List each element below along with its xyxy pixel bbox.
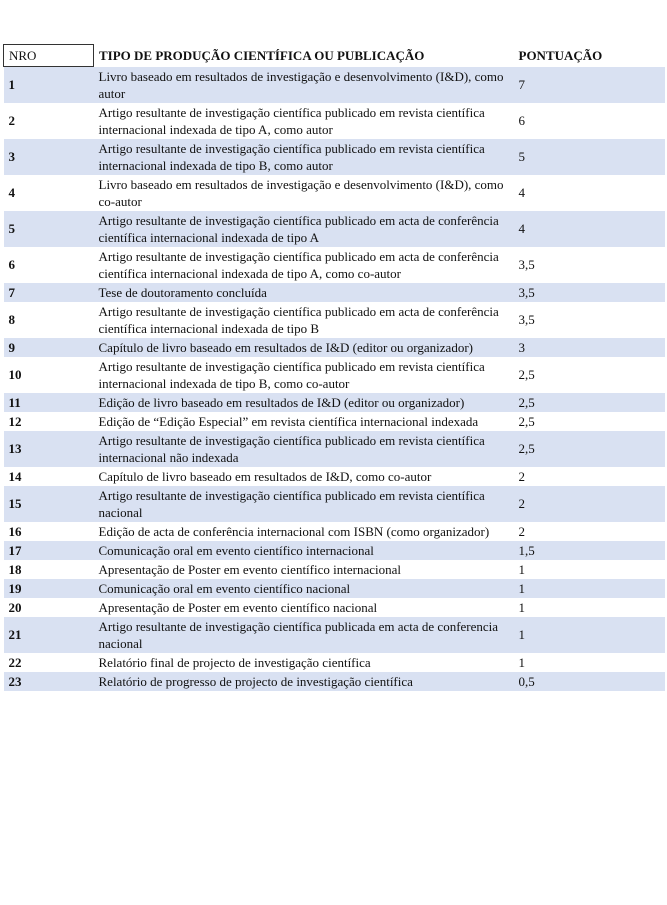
row-number: 2: [8, 113, 16, 128]
production-type: Comunicação oral em evento científico in…: [93, 540, 514, 560]
table-row: 18 Apresentação de Poster em evento cient…: [4, 560, 665, 579]
production-type: Apresentação de Poster em evento científ…: [98, 599, 378, 615]
table-row: 6 Artigo resultante de investigação cient…: [4, 247, 665, 283]
table-row: 9 Capítulo de livro baseado em resultados…: [3, 337, 665, 357]
score: 5: [513, 138, 665, 175]
score: 0,5: [513, 671, 665, 691]
score: 4: [518, 185, 526, 200]
production-type: Artigo resultante de investigação cientí…: [93, 210, 514, 247]
score: 1: [518, 561, 526, 577]
row-number: 18: [8, 561, 22, 577]
score: 2,5: [518, 413, 535, 429]
table-row: 10 Artigo resultante de investigação cien…: [4, 357, 665, 393]
score: 2,5: [513, 392, 665, 412]
production-type: Artigo resultante de investigação cientí…: [93, 138, 514, 175]
score: 2: [518, 468, 526, 484]
header-cell: PONTUAÇÃO: [518, 48, 603, 63]
header-cell: TIPO DE PRODUÇÃO CIENTÍFICA OU PUBLICAÇÃ…: [99, 48, 425, 63]
row-number: 23: [3, 671, 94, 691]
score: 6: [518, 113, 526, 128]
score: 1: [513, 578, 665, 598]
row-number: 9: [3, 337, 94, 357]
row-number: 16: [8, 523, 22, 539]
table-row: 13 Artigo resultante de investigação cien…: [3, 430, 665, 467]
score: 1: [513, 616, 665, 653]
score: 3,5: [513, 282, 665, 302]
table-row: 8 Artigo resultante de investigação cient…: [4, 302, 665, 338]
row-number: 5: [3, 210, 94, 247]
row-number: 22: [8, 654, 22, 670]
table-row: 7 Tese de doutoramento concluída 3,5: [3, 282, 665, 302]
row-number: 3: [3, 138, 94, 175]
production-type: Tese de doutoramento concluída: [93, 282, 514, 302]
production-type: Artigo resultante de investigação cientí…: [93, 430, 514, 467]
production-type: Edição de livro baseado em resultados de…: [93, 392, 514, 412]
score-table: NRO TIPO DE PRODUÇÃO CIENTÍFICA OU PUBLI…: [3, 44, 665, 691]
score: 2: [518, 523, 526, 539]
row-number: 1: [3, 66, 94, 103]
header-cell: NRO: [3, 44, 94, 67]
production-type: Capítulo de livro baseado em resultados …: [98, 468, 432, 484]
table-row: 11 Edição de livro baseado em resultados …: [3, 392, 665, 412]
table-row: 14 Capítulo de livro baseado em resultado…: [4, 467, 665, 486]
row-number: 14: [8, 468, 22, 484]
production-type: Edição de acta de conferência internacio…: [98, 523, 490, 539]
table-row: 12 Edição de “Edição Especial” em revista…: [4, 412, 665, 431]
table-row: 20 Apresentação de Poster em evento cient…: [4, 598, 665, 617]
production-type: Apresentação de Poster em evento científ…: [98, 561, 402, 577]
table-row: 23 Relatório de progresso de projecto de …: [3, 671, 665, 691]
score: 2,5: [513, 430, 665, 467]
row-number: 7: [3, 282, 94, 302]
production-type: Artigo resultante de investigação cientí…: [98, 358, 485, 391]
score: 7: [513, 66, 665, 103]
row-number: 19: [3, 578, 94, 598]
score: 1,5: [513, 540, 665, 560]
table-body: 1 Livro baseado em resultados de investig…: [3, 66, 665, 691]
production-type: Relatório final de projecto de investiga…: [98, 654, 371, 670]
row-number: 10: [8, 367, 22, 382]
production-type: Comunicação oral em evento científico na…: [93, 578, 514, 598]
production-type: Edição de “Edição Especial” em revista c…: [98, 413, 479, 429]
production-type: Artigo resultante de investigação cientí…: [98, 104, 485, 137]
row-number: 13: [3, 430, 94, 467]
score: 2: [513, 485, 665, 522]
table-row: 21 Artigo resultante de investigação cien…: [3, 616, 665, 653]
row-number: 11: [3, 392, 94, 412]
table-row: 22 Relatório final de projecto de investi…: [4, 653, 665, 672]
row-number: 17: [3, 540, 94, 560]
row-number: 6: [8, 257, 16, 272]
table-row: 19 Comunicação oral em evento científico …: [3, 578, 665, 598]
production-type: Livro baseado em resultados de investiga…: [93, 66, 514, 103]
production-type: Artigo resultante de investigação cientí…: [98, 248, 499, 281]
production-type: Artigo resultante de investigação cientí…: [93, 616, 514, 653]
table-row: 15 Artigo resultante de investigação cien…: [3, 485, 665, 522]
row-number: 15: [3, 485, 94, 522]
score: 2,5: [518, 367, 535, 382]
production-type: Livro baseado em resultados de investiga…: [98, 176, 504, 209]
row-number: 21: [3, 616, 94, 653]
production-type: Artigo resultante de investigação cientí…: [93, 485, 514, 522]
row-number: 4: [8, 185, 16, 200]
table-row: 16 Edição de acta de conferência internac…: [4, 522, 665, 541]
header-row: NRO TIPO DE PRODUÇÃO CIENTÍFICA OU PUBLI…: [3, 44, 665, 67]
table-row: 3 Artigo resultante de investigação cient…: [3, 138, 665, 175]
production-type: Capítulo de livro baseado em resultados …: [93, 337, 514, 357]
score: 1: [518, 599, 526, 615]
table-row: 1 Livro baseado em resultados de investig…: [3, 66, 665, 103]
row-number: 20: [8, 599, 22, 615]
row-number: 12: [8, 413, 22, 429]
table-row: 5 Artigo resultante de investigação cient…: [3, 210, 665, 247]
production-type: Relatório de progresso de projecto de in…: [93, 671, 514, 691]
production-type: Artigo resultante de investigação cientí…: [98, 303, 499, 336]
score: 1: [518, 654, 526, 670]
table-row: 2 Artigo resultante de investigação cient…: [4, 103, 665, 139]
score: 3: [513, 337, 665, 357]
row-number: 8: [8, 312, 16, 327]
table-row: 4 Livro baseado em resultados de investig…: [4, 175, 665, 211]
score: 4: [513, 210, 665, 247]
score: 3,5: [518, 257, 535, 272]
table-row: 17 Comunicação oral em evento científico …: [3, 540, 665, 560]
score: 3,5: [518, 312, 535, 327]
